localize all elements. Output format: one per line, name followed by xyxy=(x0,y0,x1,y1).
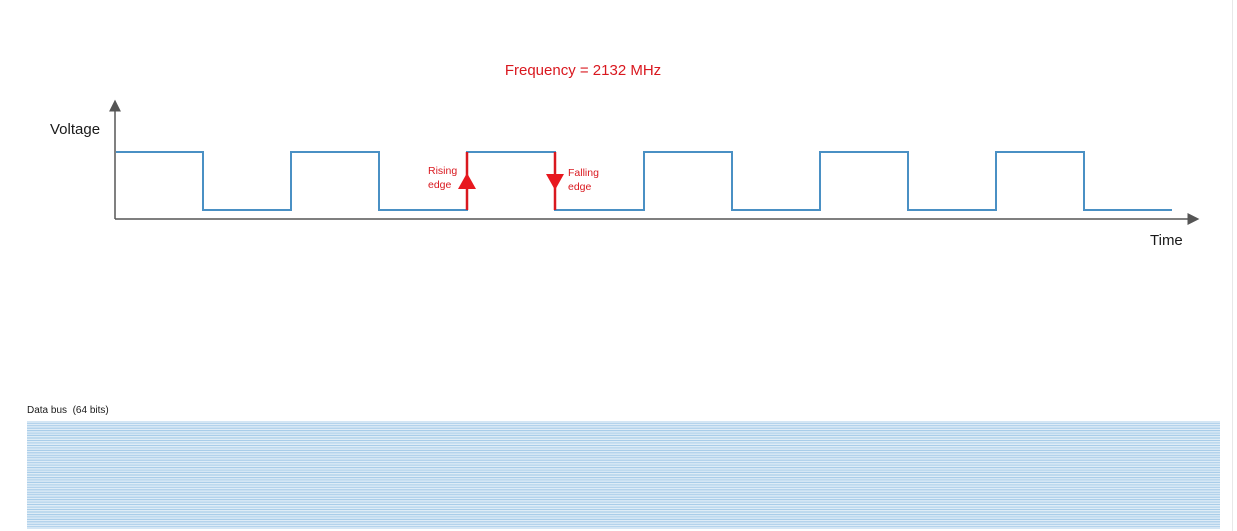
data-bus-lines xyxy=(27,421,1220,529)
data-bus-label: Data bus (64 bits) xyxy=(27,405,109,416)
falling-edge-label-line2: edge xyxy=(568,181,592,193)
falling-edge-arrow-icon xyxy=(546,174,564,190)
x-axis-label: Time xyxy=(1150,232,1183,249)
falling-edge-label-line1: Falling xyxy=(568,167,599,179)
rising-edge-label: Rising edge xyxy=(428,165,460,191)
y-axis-label: Voltage xyxy=(50,121,100,138)
rising-edge-label-line1: Rising xyxy=(428,165,457,177)
rising-edge-label-line2: edge xyxy=(428,179,452,191)
falling-edge-label: Falling edge xyxy=(568,167,602,193)
page-edge-rule xyxy=(1232,0,1233,531)
frequency-title: Frequency = 2132 MHz xyxy=(505,62,661,79)
clock-square-wave xyxy=(116,151,1172,211)
rising-edge-arrow-icon xyxy=(458,173,476,189)
